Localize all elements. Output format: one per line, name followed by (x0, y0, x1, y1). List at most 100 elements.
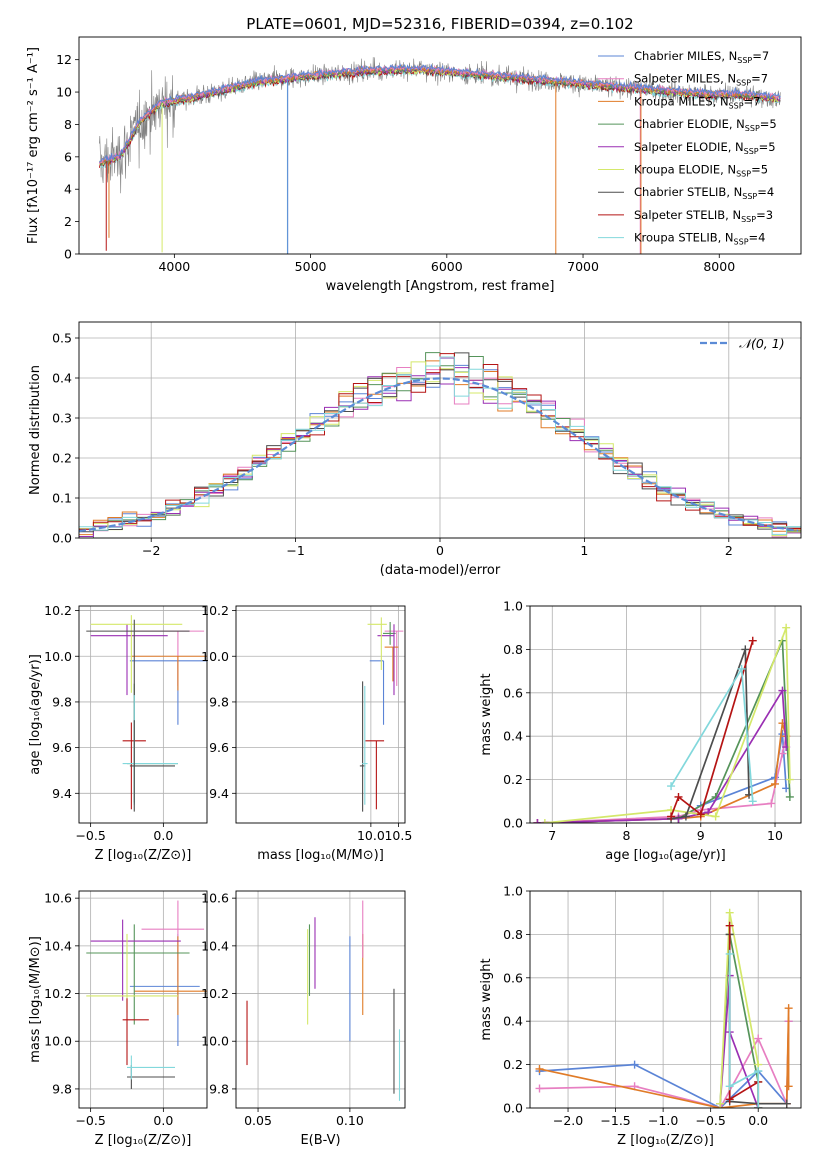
error-bar-point-salpeter-elodie (90, 919, 181, 1001)
error-bar-point-salpeter-elodie (377, 624, 395, 696)
plot-area (535, 908, 793, 1108)
x-tick-label: −0.5 (75, 828, 105, 843)
axes-frame (235, 890, 406, 1109)
residuals-panel: −2 −1 0 1 2 0.0 0.1 0.2 0.3 0.4 0.5 (data-model)/er… (28, 321, 802, 578)
weight-line-kroupa-stelib (728, 953, 760, 1108)
spectrum-panel: 4000 5000 6000 7000 8000 0 2 4 6 8 10 12 wavelength … (26, 36, 802, 294)
weight-marker (540, 819, 549, 823)
x-tick-label: 5000 (295, 259, 327, 274)
y-tick-label: 0.0 (52, 531, 72, 546)
legend-label-chabrier-stelib: Chabrier STELIB, NSSP=4 (634, 185, 774, 201)
x-axis-label: E(B-V) (300, 1133, 340, 1148)
x-tick-label: 6000 (431, 259, 463, 274)
x-tick-label: 1 (580, 543, 588, 558)
y-tick-label: 0.2 (503, 772, 523, 787)
x-axis-label: Z [log₁₀(Z/Z⊙)] (95, 848, 192, 863)
x-tick-label: 10 (767, 828, 783, 843)
error-bar-point-salpeter-stelib (365, 740, 385, 810)
x-tick-label: 0.0 (748, 1113, 768, 1128)
legend-label-chabrier-elodie: Chabrier ELODIE, NSSP=5 (634, 117, 777, 133)
y-tick-label: 0 (64, 247, 72, 262)
weight-marker (725, 949, 734, 958)
error-bar-point-kroupa-elodie (90, 615, 183, 693)
x-tick-label: 10.5 (384, 828, 412, 843)
legend-label-normal: 𝒩(0, 1) (739, 336, 785, 351)
weight-marker (737, 664, 746, 673)
weight-marker (754, 1067, 763, 1076)
legend-label-chabrier-miles: Chabrier MILES, NSSP=7 (634, 49, 769, 65)
x-tick-label: 7 (548, 828, 556, 843)
x-tick-label: −1 (286, 543, 304, 558)
weight-marker (667, 782, 676, 791)
y-axis-label: mass weight (479, 673, 494, 755)
y-tick-label: 10.2 (44, 986, 72, 1001)
weight-marker (754, 1034, 763, 1043)
weight-marker (782, 623, 791, 632)
x-tick-label: 0.05 (244, 1113, 272, 1128)
legend-label-kroupa-miles: Kroupa MILES, NSSP=7 (634, 94, 760, 110)
legend-label-salpeter-elodie: Salpeter ELODIE, NSSP=5 (634, 140, 776, 156)
weight-vs-metallicity-panel: −2.0 −1.5 −1.0 −0.5 0.0 0.0 0.2 0.4 0.6 0.8 1.0 Z [… (479, 884, 802, 1148)
legend-label-kroupa-stelib: Kroupa STELIB, NSSP=4 (634, 231, 765, 247)
y-tick-label: 9.8 (209, 694, 229, 709)
axes-frame (235, 605, 406, 824)
axes-frame (78, 605, 208, 824)
weight-line-chabrier-elodie (678, 640, 791, 820)
model-line-chabrier-miles (99, 62, 781, 163)
weight-marker (535, 1084, 544, 1093)
y-tick-label: 10.2 (201, 603, 229, 618)
x-tick-label: 4000 (158, 259, 190, 274)
weight-marker (741, 645, 750, 654)
x-tick-label: 0.10 (336, 1113, 364, 1128)
y-tick-label: 10.0 (201, 1034, 229, 1049)
y-tick-label: 10.2 (44, 603, 72, 618)
weight-marker (716, 1099, 725, 1108)
figure-title: PLATE=0601, MJD=52316, FIBERID=0394, z=0… (246, 15, 633, 33)
y-tick-label: 10.0 (44, 1034, 72, 1049)
weight-marker (725, 1082, 734, 1091)
age-vs-metallicity-panel: −0.5 0.0 9.4 9.6 9.8 10.0 10.2 Z [log₁₀(Z/Z⊙)] a… (28, 603, 208, 863)
x-axis-label: (data-model)/error (380, 563, 501, 578)
x-tick-label: 0.0 (153, 1113, 173, 1128)
y-tick-label: 0.6 (503, 970, 523, 985)
x-tick-label: 0.0 (153, 828, 173, 843)
legend-label-salpeter-stelib: Salpeter STELIB, NSSP=3 (634, 208, 773, 224)
y-tick-label: 0.2 (503, 1057, 523, 1072)
weight-line-salpeter-stelib (670, 640, 754, 817)
error-bar-point-chabrier-stelib (129, 720, 175, 812)
weight-marker (767, 799, 776, 808)
y-tick-label: 0.0 (503, 1101, 523, 1116)
x-tick-label: −2 (142, 543, 160, 558)
y-tick-label: 0.8 (503, 927, 523, 942)
x-tick-label: 9 (697, 828, 705, 843)
y-tick-label: 4 (64, 182, 72, 197)
plot-area (86, 615, 207, 812)
y-tick-label: 0.1 (52, 491, 72, 506)
weight-marker (754, 1104, 763, 1108)
y-axis-label: Normed distribution (28, 365, 43, 495)
x-tick-label: 8 (623, 828, 631, 843)
y-tick-label: 9.4 (209, 786, 229, 801)
y-tick-label: 0.4 (503, 729, 523, 744)
axes-frame (529, 605, 802, 824)
x-tick-label: −0.5 (695, 1113, 725, 1128)
error-bar-point-chabrier-miles (129, 660, 207, 725)
y-tick-label: 10.0 (44, 649, 72, 664)
weight-line-chabrier-stelib (670, 649, 750, 820)
y-tick-label: 0.3 (52, 411, 72, 426)
error-bar-point-chabrier-stelib (127, 1065, 175, 1089)
weight-marker (778, 749, 787, 758)
y-tick-label: 0.2 (52, 451, 72, 466)
y-tick-label: 9.8 (209, 1081, 229, 1096)
weight-marker (784, 1004, 793, 1013)
y-tick-label: 10.6 (201, 891, 229, 906)
y-tick-label: 0.6 (503, 685, 523, 700)
weight-marker (725, 921, 734, 930)
y-tick-label: 0.4 (52, 371, 72, 386)
mass-vs-metallicity-panel: −0.5 0.0 9.8 10.0 10.2 10.4 10.6 Z [log₁₀(Z/Z⊙)… (28, 890, 208, 1148)
plot-area (533, 623, 794, 823)
mass-vs-extinction-panel: 0.05 0.10 9.8 10.0 10.2 10.4 10.6 E(B-V) (201, 890, 406, 1148)
y-tick-label: 2 (64, 214, 72, 229)
legend-label-salpeter-miles: Salpeter MILES, NSSP=7 (634, 72, 768, 88)
axes-frame (78, 36, 802, 255)
